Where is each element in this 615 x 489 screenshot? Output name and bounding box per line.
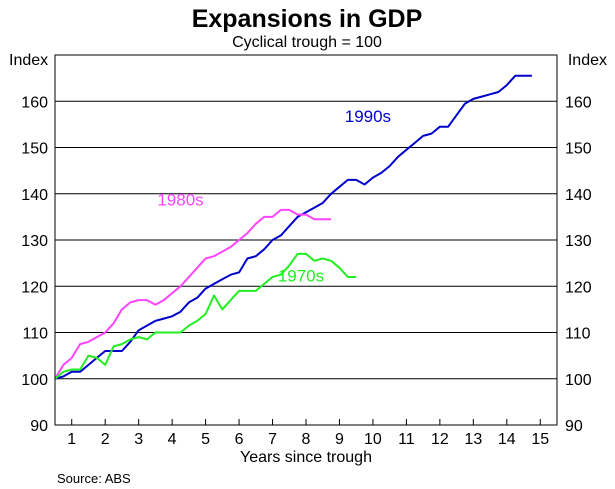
y-tick-label-left: 100: [21, 372, 48, 389]
left-axis-unit-label: Index: [9, 52, 48, 69]
x-tick-label: 6: [235, 431, 244, 448]
x-tick-label: 11: [398, 431, 415, 448]
x-tick-label: 2: [101, 431, 110, 448]
series-line-1980s: [54, 208, 332, 380]
x-tick-label: 4: [168, 431, 177, 448]
y-tick-label-left: 130: [21, 233, 48, 250]
x-tick-label: 7: [268, 431, 277, 448]
gridlines: [55, 100, 557, 380]
y-tick-label-right: 100: [565, 372, 592, 389]
y-tick-label-right: 140: [565, 187, 592, 204]
y-tick-label-right: 130: [565, 233, 592, 250]
series-line-1970s: [54, 252, 357, 380]
y-tick-label-left: 120: [21, 279, 48, 296]
chart-subtitle: Cyclical trough = 100: [232, 34, 382, 51]
series-label-1970s: 1970s: [278, 267, 324, 286]
x-tick-label: 14: [498, 431, 516, 448]
x-tick-label: 5: [201, 431, 210, 448]
x-tick-label: 12: [431, 431, 449, 448]
x-tick-label: 3: [134, 431, 143, 448]
y-tick-label-left: 150: [21, 141, 48, 158]
x-tick-label: 10: [364, 431, 382, 448]
series-label-1990s: 1990s: [345, 107, 391, 126]
source-note: Source: ABS: [57, 471, 131, 486]
y-tick-label-right: 150: [565, 141, 592, 158]
y-tick-label-left: 160: [21, 94, 48, 111]
x-tick-label: 1: [67, 431, 76, 448]
y-tick-label-right: 120: [565, 279, 592, 296]
right-axis-unit-label: Index: [568, 52, 607, 69]
series-line-1990s: [54, 74, 532, 380]
chart-title: Expansions in GDP: [192, 5, 423, 33]
y-tick-label-right: 90: [565, 418, 583, 435]
y-tick-label-left: 90: [30, 418, 48, 435]
x-tick-label: 13: [464, 431, 482, 448]
y-tick-label-left: 110: [22, 326, 48, 343]
x-tick-label: 15: [531, 431, 549, 448]
series-label-1980s: 1980s: [157, 190, 203, 209]
series-annotations: 1990s 1980s 1970s: [157, 107, 391, 286]
y-tick-label-left: 140: [21, 187, 48, 204]
y-tick-label-right: 160: [565, 94, 592, 111]
x-tick-label: 9: [335, 431, 344, 448]
series-lines: [54, 74, 532, 380]
y-tick-label-right: 110: [565, 326, 591, 343]
x-tick-label: 8: [302, 431, 311, 448]
x-axis-title: Years since trough: [240, 449, 372, 466]
